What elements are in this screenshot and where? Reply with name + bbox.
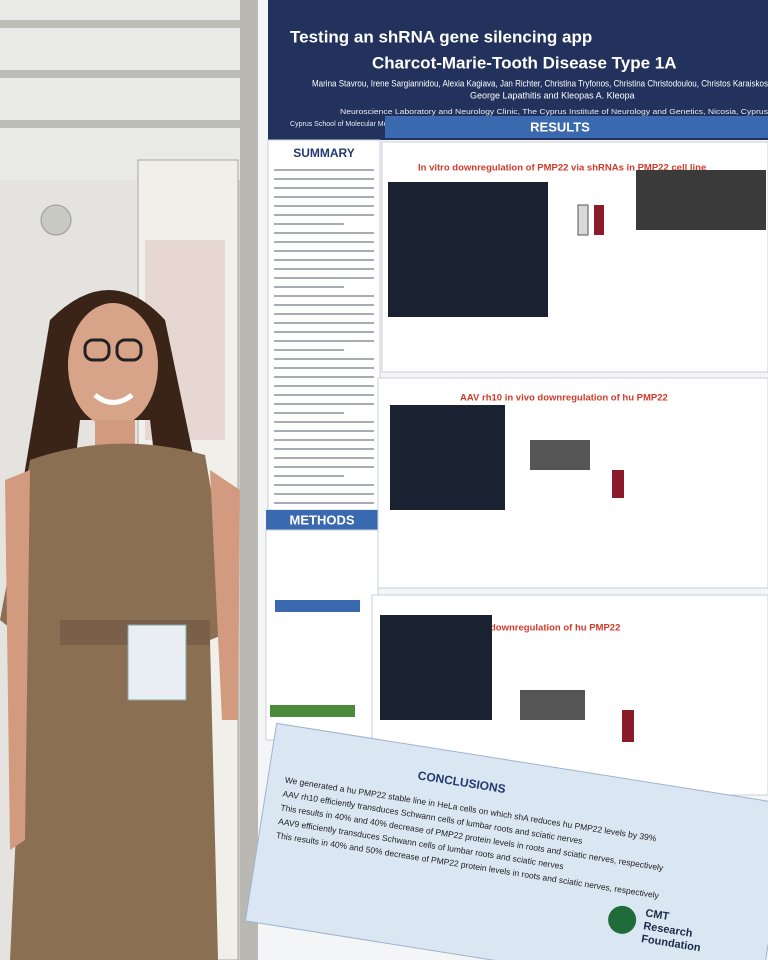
- ceiling-beam: [0, 70, 250, 78]
- authors: George Lapathitis and Kleopas A. Kleopa: [470, 90, 635, 100]
- poster-title: Charcot-Marie-Tooth Disease Type 1A: [372, 53, 677, 72]
- bar-figure: [577, 204, 589, 236]
- ceiling: [0, 0, 250, 180]
- person: [0, 290, 240, 960]
- bar-figure: [612, 470, 624, 498]
- panel-title: In vitro downregulation of PMP22 via shR…: [418, 163, 706, 174]
- methods-bar: [266, 510, 378, 530]
- summary-box: [267, 139, 381, 511]
- authors: Marina Stavrou, Irene Sargiannidou, Alex…: [312, 78, 768, 88]
- vent: [40, 204, 72, 236]
- conclusions: CONCLUSIONS We generated a hu PMP22 stab…: [244, 722, 768, 960]
- affiliation: Neuroscience Laboratory and Neurology Cl…: [340, 107, 768, 116]
- text-block: [274, 169, 374, 504]
- section-title: RESULTS: [530, 119, 590, 134]
- poster-frame: [240, 0, 258, 960]
- microscopy-image: [390, 405, 505, 510]
- logo-text: CMT: [645, 907, 671, 923]
- logo-icon: [608, 905, 637, 934]
- poster-title: Testing an shRNA gene silencing app: [290, 27, 592, 46]
- bar-figure: [622, 710, 634, 742]
- arm: [210, 470, 240, 720]
- dress: [0, 443, 235, 960]
- diagram-block: [275, 600, 360, 612]
- panel-title: AAV9 in vivo downregulation of hu PMP22: [430, 623, 620, 634]
- arm: [5, 470, 30, 850]
- microscopy-image: [388, 182, 548, 317]
- section-title: SUMMARY: [293, 146, 355, 160]
- conclusions-box: [244, 722, 768, 960]
- ceiling-beam: [0, 20, 250, 28]
- ceiling-beam: [0, 120, 250, 128]
- microscopy-image: [380, 615, 492, 720]
- panel-title: AAV rh10 in vivo downregulation of hu PM…: [460, 393, 668, 404]
- badge: [127, 624, 187, 701]
- diagram-block: [270, 705, 355, 717]
- western-blot: [636, 170, 766, 230]
- bar-figure: [594, 205, 604, 235]
- western-blot: [530, 440, 590, 470]
- western-blot: [520, 690, 585, 720]
- section-title: METHODS: [290, 512, 355, 527]
- face: [68, 303, 158, 427]
- results-bar: [385, 116, 768, 138]
- smile: [93, 392, 134, 405]
- glasses: [115, 338, 143, 362]
- glasses: [83, 338, 111, 362]
